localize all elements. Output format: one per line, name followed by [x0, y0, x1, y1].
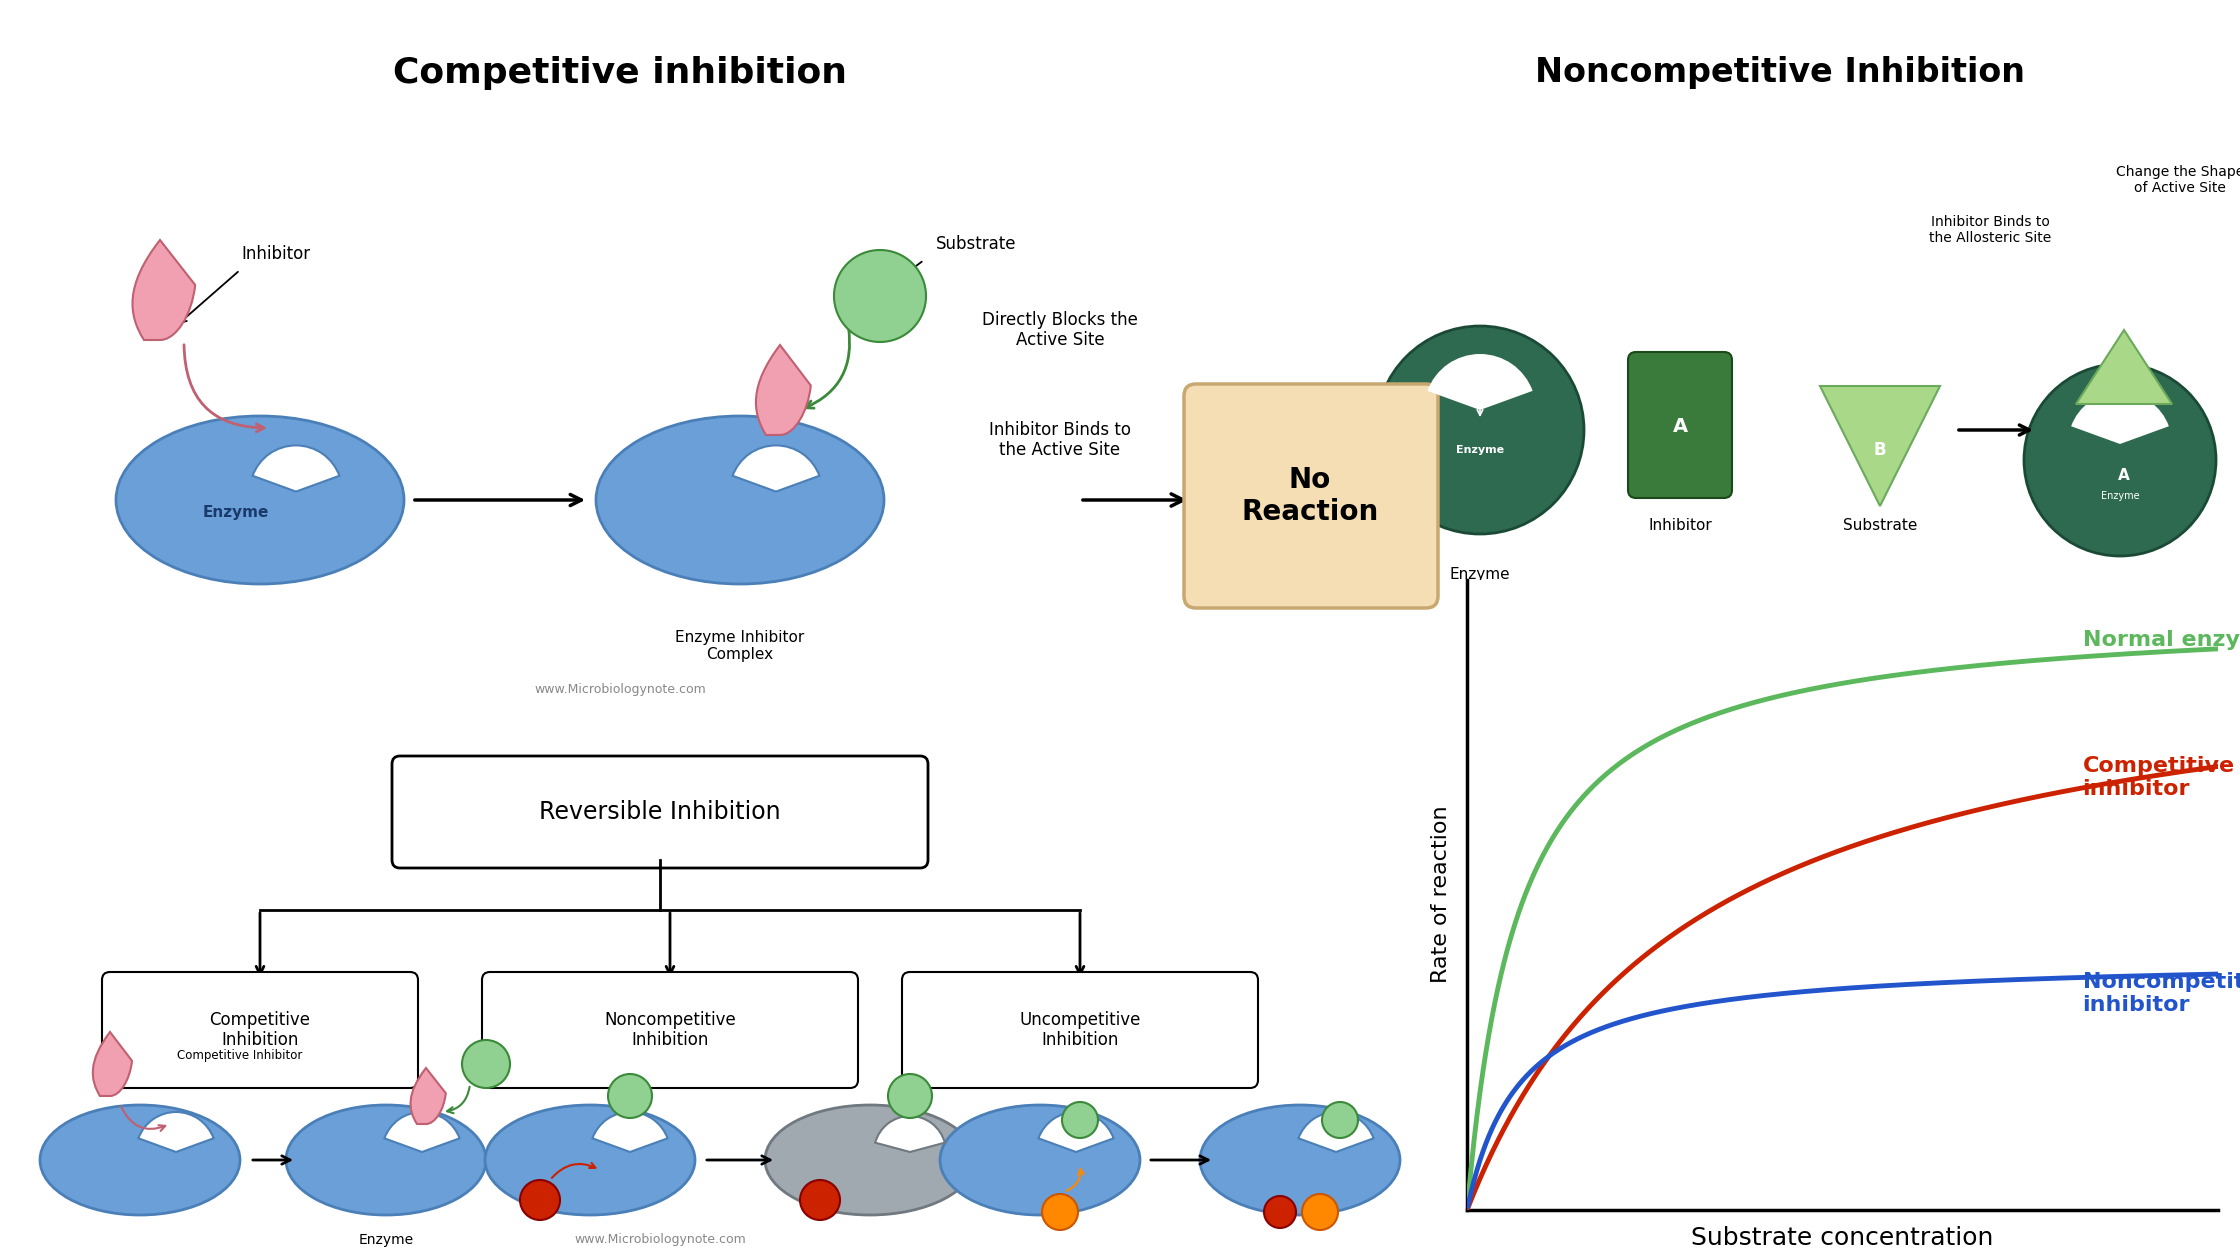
- Text: www.Microbiologynote.com: www.Microbiologynote.com: [1714, 683, 1886, 697]
- Circle shape: [1042, 1194, 1077, 1230]
- Text: Inhibitor Binds to
the Allosteric Site: Inhibitor Binds to the Allosteric Site: [1929, 215, 2052, 246]
- Circle shape: [2025, 364, 2215, 556]
- Text: B: B: [1873, 441, 1886, 459]
- Wedge shape: [732, 445, 820, 491]
- Text: Enzyme: Enzyme: [2101, 491, 2139, 501]
- FancyBboxPatch shape: [1185, 384, 1438, 609]
- Text: Substrate: Substrate: [936, 236, 1017, 253]
- Text: Enzyme: Enzyme: [1456, 445, 1503, 455]
- Text: www.Microbiologynote.com: www.Microbiologynote.com: [573, 1234, 746, 1246]
- FancyBboxPatch shape: [482, 971, 858, 1087]
- Circle shape: [1375, 326, 1584, 534]
- Text: Enzyme Inhibitor
Complex: Enzyme Inhibitor Complex: [676, 630, 804, 663]
- Circle shape: [800, 1181, 840, 1220]
- Ellipse shape: [40, 1105, 240, 1215]
- Ellipse shape: [941, 1105, 1140, 1215]
- Ellipse shape: [287, 1105, 486, 1215]
- Text: No
Reaction: No Reaction: [1241, 466, 1378, 527]
- Text: A: A: [1673, 417, 1687, 436]
- Ellipse shape: [486, 1105, 694, 1215]
- Circle shape: [520, 1181, 560, 1220]
- Text: Reversible Inhibition: Reversible Inhibition: [540, 800, 782, 824]
- Text: Competitive
inhibitor: Competitive inhibitor: [2083, 756, 2236, 799]
- Text: www.Microbiologynote.com: www.Microbiologynote.com: [533, 683, 706, 697]
- Wedge shape: [1039, 1113, 1113, 1152]
- Text: Uncompetitive
Inhibition: Uncompetitive Inhibition: [1019, 1011, 1140, 1050]
- Text: Enzyme Inhibitor
Complex: Enzyme Inhibitor Complex: [2061, 610, 2180, 640]
- Text: A: A: [2119, 469, 2130, 484]
- Ellipse shape: [887, 1074, 932, 1118]
- X-axis label: Substrate concentration: Substrate concentration: [1691, 1226, 1994, 1250]
- Ellipse shape: [766, 1105, 974, 1215]
- Polygon shape: [2076, 330, 2173, 404]
- Ellipse shape: [1322, 1102, 1357, 1138]
- Wedge shape: [253, 445, 340, 491]
- PathPatch shape: [755, 345, 811, 435]
- FancyBboxPatch shape: [903, 971, 1259, 1087]
- Ellipse shape: [596, 416, 885, 583]
- Wedge shape: [876, 1116, 945, 1152]
- Text: Inhibitor Binds to
the Active Site: Inhibitor Binds to the Active Site: [990, 421, 1131, 460]
- FancyBboxPatch shape: [103, 971, 419, 1087]
- Text: Competitive
Inhibition: Competitive Inhibition: [211, 1011, 311, 1050]
- Text: Noncompetitive Inhibition: Noncompetitive Inhibition: [1534, 55, 2025, 89]
- Text: Enzyme: Enzyme: [1449, 567, 1510, 582]
- FancyBboxPatch shape: [392, 756, 927, 868]
- Text: Change the Shape
of Active Site: Change the Shape of Active Site: [2117, 165, 2240, 195]
- Ellipse shape: [1062, 1102, 1098, 1138]
- Ellipse shape: [116, 416, 403, 583]
- Text: Noncompetitive
inhibitor: Noncompetitive inhibitor: [2083, 971, 2240, 1016]
- Polygon shape: [1819, 386, 1940, 507]
- Wedge shape: [385, 1113, 459, 1152]
- Wedge shape: [2072, 392, 2168, 444]
- Ellipse shape: [607, 1074, 652, 1118]
- Text: Substrate: Substrate: [1844, 519, 1917, 533]
- Text: Directly Blocks the
Active Site: Directly Blocks the Active Site: [981, 311, 1138, 349]
- Text: Enzyme: Enzyme: [204, 504, 269, 519]
- Text: Noncompetitive
Inhibition: Noncompetitive Inhibition: [605, 1011, 737, 1050]
- Ellipse shape: [833, 249, 925, 341]
- Wedge shape: [591, 1113, 668, 1152]
- Circle shape: [1263, 1196, 1297, 1228]
- PathPatch shape: [132, 239, 195, 340]
- Circle shape: [1301, 1194, 1337, 1230]
- FancyBboxPatch shape: [1628, 352, 1732, 498]
- Text: Competitive inhibition: Competitive inhibition: [392, 55, 847, 89]
- Ellipse shape: [461, 1040, 511, 1087]
- Text: Competitive Inhibitor: Competitive Inhibitor: [177, 1050, 302, 1062]
- Wedge shape: [1299, 1113, 1373, 1152]
- Y-axis label: Rate of reaction: Rate of reaction: [1431, 806, 1452, 983]
- Text: Inhibitor: Inhibitor: [1649, 519, 1711, 533]
- Ellipse shape: [1201, 1105, 1400, 1215]
- Text: Normal enzyme: Normal enzyme: [2083, 630, 2240, 650]
- Wedge shape: [1427, 354, 1532, 410]
- PathPatch shape: [410, 1068, 446, 1124]
- Wedge shape: [139, 1113, 213, 1152]
- PathPatch shape: [92, 1032, 132, 1096]
- Text: Inhibitor: Inhibitor: [242, 244, 311, 263]
- Text: Enzyme: Enzyme: [358, 1234, 414, 1247]
